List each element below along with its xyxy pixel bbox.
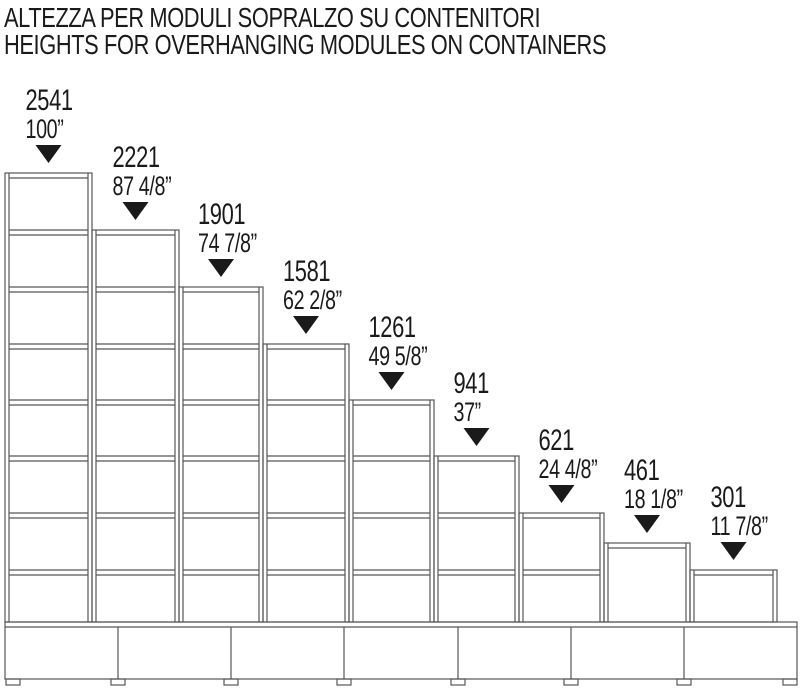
height-marker-triangle-icon (463, 428, 490, 446)
height-mm-value: 2221 (113, 140, 160, 174)
height-inches-value: 49 5/8” (369, 342, 428, 372)
module-column-2 (91, 229, 180, 623)
height-mm-value: 1901 (198, 197, 245, 231)
container-base-row (4, 621, 798, 686)
height-marker-triangle-icon (35, 145, 62, 163)
height-mm-value: 621 (539, 423, 574, 457)
module-column-6 (433, 455, 520, 623)
height-mm-value: 941 (454, 366, 489, 400)
height-mm-value: 2541 (26, 83, 73, 117)
module-column-4 (262, 343, 350, 623)
height-marker-triangle-icon (548, 485, 575, 503)
height-marker-triangle-icon (208, 259, 234, 277)
height-marker-triangle-icon (378, 372, 405, 390)
height-inches-value: 11 7/8” (711, 512, 768, 542)
height-marker-triangle-icon (122, 202, 149, 220)
height-inches-value: 100” (26, 115, 64, 145)
module-column-5 (348, 399, 435, 623)
title-italian: ALTEZZA PER MODULI SOPRALZO SU CONTENITO… (4, 2, 541, 33)
height-inches-value: 18 1/8” (624, 485, 683, 515)
title-english: HEIGHTS FOR OVERHANGING MODULES ON CONTA… (4, 29, 607, 60)
height-mm-value: 1261 (369, 310, 416, 344)
height-inches-value: 37” (454, 398, 481, 428)
height-mm-value: 461 (624, 453, 659, 487)
height-marker-triangle-icon (720, 542, 747, 560)
module-column-7 (518, 512, 605, 623)
height-inches-value: 87 4/8” (113, 172, 172, 202)
height-mm-value: 301 (711, 480, 746, 514)
height-mm-value: 1581 (283, 254, 330, 288)
height-marker-triangle-icon (634, 515, 660, 533)
height-inches-value: 74 7/8” (198, 229, 257, 259)
height-marker-triangle-icon (293, 316, 319, 334)
module-column-8 (603, 542, 691, 623)
height-inches-value: 62 2/8” (283, 286, 342, 316)
height-inches-value: 24 4/8” (539, 455, 598, 485)
module-column-9 (689, 569, 778, 623)
module-column-1 (4, 172, 93, 623)
module-column-3 (178, 286, 264, 623)
